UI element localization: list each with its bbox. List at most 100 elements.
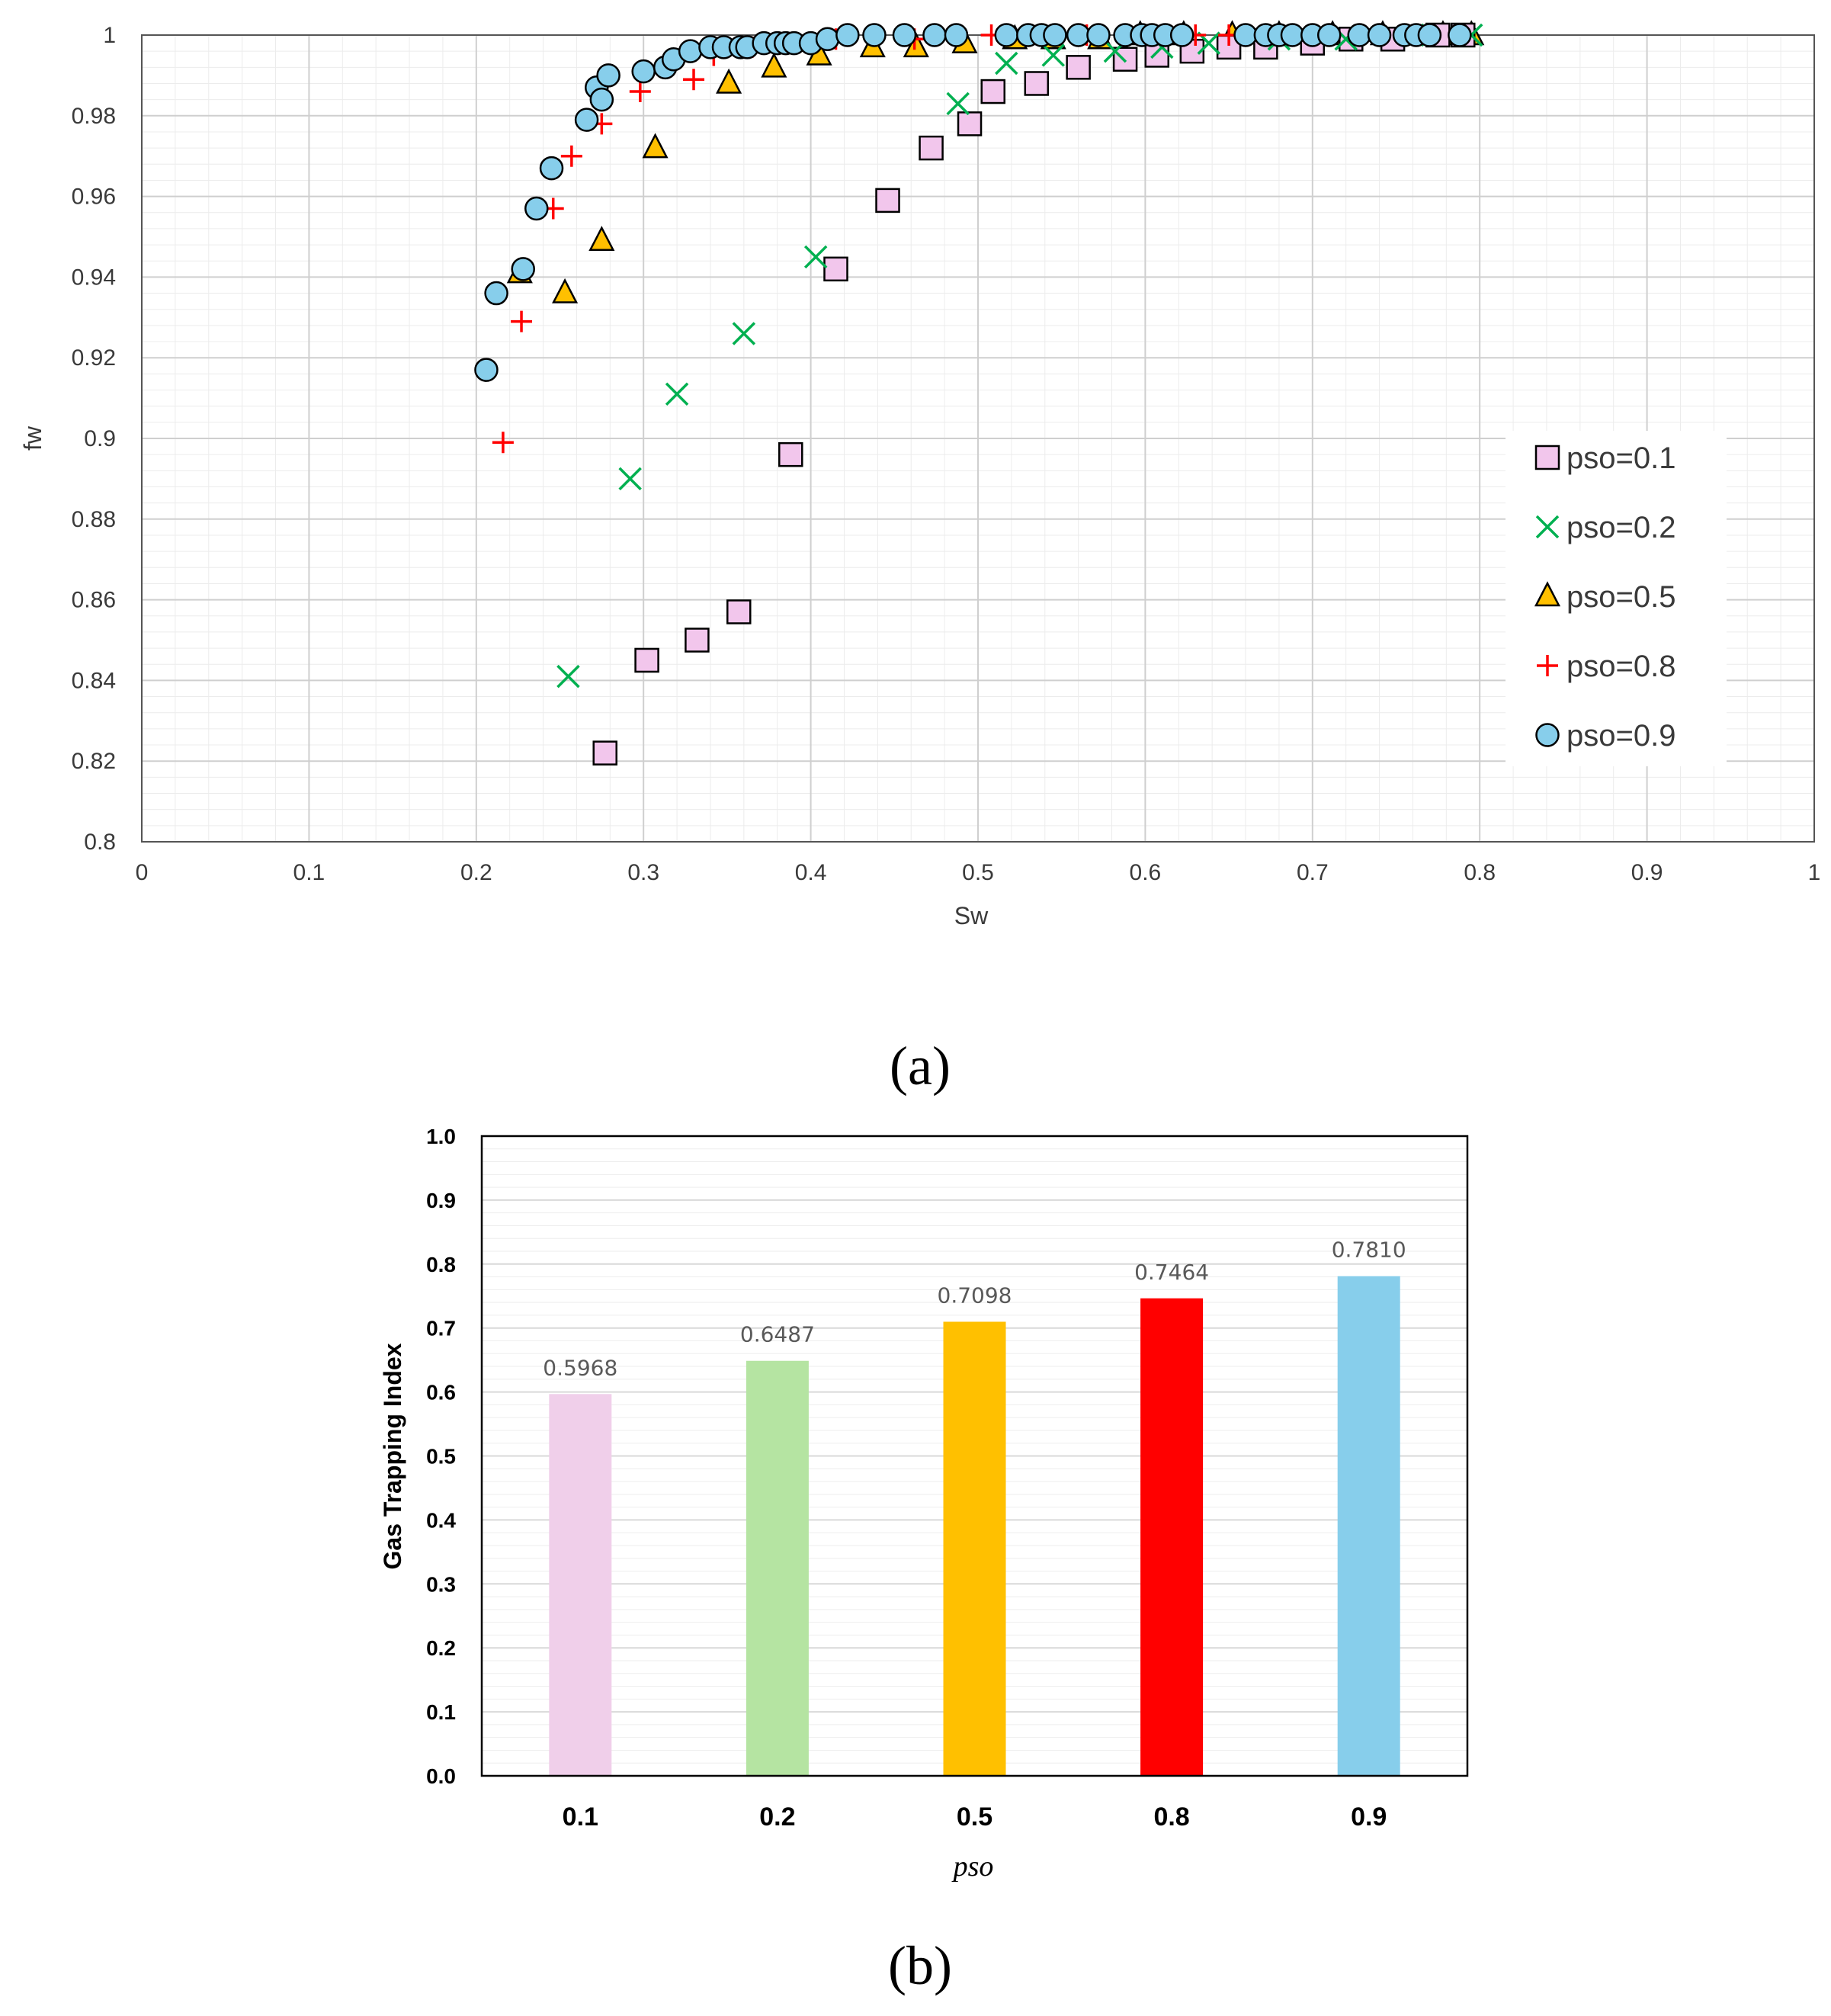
- scatter-point: [803, 245, 828, 269]
- scatter-y-tick-label: 0.96: [72, 185, 116, 210]
- scatter-x-tick-label: 0.1: [293, 860, 325, 885]
- scatter-x-axis-title: Sw: [954, 902, 989, 929]
- scatter-point: [1066, 55, 1091, 80]
- scatter-point: [919, 135, 944, 161]
- scatter-chart-panel: 0.80.820.840.860.880.90.920.940.960.981 …: [19, 20, 1821, 1096]
- scatter-plot-frame: [141, 34, 1815, 843]
- bar: [746, 1360, 809, 1776]
- scatter-point: [665, 382, 689, 406]
- scatter-series-x: [556, 23, 1483, 689]
- scatter-y-axis-title: fw: [19, 425, 46, 451]
- scatter-point: [574, 108, 599, 132]
- bar-y-tick-labels: 0.0 0.1 0.2 0.3 0.4 0.5 0.6 0.7 0.8 0.9 1.0: [426, 1125, 456, 1788]
- scatter-point: [716, 68, 742, 94]
- scatter-point: [980, 79, 1005, 104]
- scatter-series-square: [592, 22, 1476, 766]
- scatter-point: [778, 441, 803, 467]
- scatter-point: [1169, 23, 1194, 47]
- scatter-y-tick-label: 0.86: [72, 588, 116, 613]
- scatter-point: [539, 156, 564, 181]
- scatter-point: [892, 23, 917, 47]
- scatter-point: [862, 23, 887, 47]
- legend-marker: [1535, 723, 1560, 747]
- bar-category-label: 0.8: [1153, 1803, 1189, 1831]
- scatter-point: [995, 51, 1018, 75]
- scatter-y-tick-label: 0.94: [72, 265, 116, 290]
- scatter-point: [642, 133, 669, 159]
- scatter-x-tick-label: 0.9: [1631, 860, 1663, 885]
- bar-category-label: 0.1: [563, 1803, 598, 1831]
- scatter-point: [944, 23, 969, 47]
- legend-label: pso=0.9: [1566, 719, 1675, 753]
- bar-category-label: 0.5: [957, 1803, 992, 1831]
- scatter-point: [732, 322, 756, 345]
- scatter-point: [1417, 23, 1442, 47]
- scatter-series-circle: [474, 23, 1472, 382]
- scatter-point: [511, 257, 535, 281]
- scatter-point: [761, 52, 787, 78]
- scatter-point: [1066, 23, 1091, 47]
- scatter-point: [678, 39, 703, 63]
- panel-label-b: (b): [888, 1935, 952, 1996]
- scatter-point: [552, 278, 579, 303]
- scatter-y-tick-label: 0.92: [72, 345, 116, 371]
- panel-label-a: (a): [890, 1035, 951, 1096]
- scatter-y-tick-label: 0.8: [84, 830, 116, 855]
- scatter-point: [1347, 23, 1371, 47]
- scatter-point: [492, 432, 514, 454]
- scatter-point: [835, 23, 860, 47]
- scatter-point: [1233, 23, 1258, 47]
- scatter-point: [474, 358, 499, 382]
- legend-marker: [1537, 655, 1558, 676]
- bar-x-axis-title: pso: [951, 1851, 994, 1883]
- scatter-point: [1112, 47, 1138, 72]
- scatter-point: [1041, 43, 1065, 67]
- scatter-x-tick-label: 0.6: [1130, 860, 1162, 885]
- bar-y-tick-label: 0.8: [426, 1253, 456, 1276]
- scatter-legend: pso=0.1 pso=0.2 pso=0.5 pso=0.8 pso=0.9: [1506, 431, 1727, 766]
- bar-value-labels: 0.5968 0.6487 0.7098 0.7464 0.7810: [543, 1238, 1406, 1381]
- legend-label: pso=0.8: [1566, 650, 1675, 683]
- bar-y-tick-label: 0.2: [426, 1636, 456, 1660]
- scatter-point: [631, 59, 656, 84]
- scatter-point: [589, 87, 614, 112]
- bar-y-tick-label: 0.7: [426, 1317, 456, 1340]
- scatter-point: [484, 281, 508, 306]
- scatter-y-tick-label: 0.82: [72, 749, 116, 774]
- bar: [1140, 1298, 1204, 1776]
- bar: [943, 1321, 1006, 1776]
- scatter-x-tick-labels: 0 0.1 0.2 0.3 0.4 0.5 0.6 0.7 0.8 0.9 1: [136, 860, 1821, 885]
- bar-plot-frame: [480, 1135, 1469, 1777]
- scatter-point: [1448, 23, 1472, 47]
- bar: [1337, 1276, 1400, 1776]
- scatter-y-tick-labels: 0.8 0.82 0.84 0.86 0.88 0.9 0.92 0.94 0.96 0.98 1: [72, 23, 116, 855]
- scatter-y-tick-label: 1: [103, 23, 116, 48]
- bar-series: [549, 1276, 1400, 1776]
- bar-y-tick-label: 1.0: [426, 1125, 456, 1148]
- bar-value-label: 0.7810: [1332, 1238, 1406, 1263]
- scatter-y-tick-label: 0.98: [72, 104, 116, 129]
- scatter-points: [474, 20, 1485, 766]
- bar-y-tick-label: 0.1: [426, 1700, 456, 1724]
- scatter-x-tick-label: 0.5: [962, 860, 994, 885]
- scatter-point: [596, 63, 620, 88]
- bar-value-label: 0.7464: [1134, 1260, 1209, 1285]
- scatter-point: [994, 23, 1019, 47]
- bar-value-label: 0.5968: [543, 1355, 617, 1380]
- scatter-point: [634, 647, 659, 673]
- scatter-y-tick-label: 0.88: [72, 507, 116, 532]
- scatter-point: [1280, 23, 1305, 47]
- scatter-point: [629, 81, 651, 103]
- scatter-x-tick-label: 0.3: [627, 860, 659, 885]
- scatter-point: [560, 145, 582, 167]
- bar-category-labels: 0.1 0.2 0.5 0.8 0.9: [563, 1803, 1387, 1831]
- scatter-x-tick-label: 0.8: [1464, 860, 1496, 885]
- scatter-point: [556, 664, 580, 689]
- scatter-point: [1316, 23, 1342, 47]
- scatter-point: [588, 226, 615, 252]
- legend-marker: [1534, 445, 1560, 470]
- scatter-point: [1043, 23, 1067, 47]
- bar-category-label: 0.9: [1351, 1803, 1387, 1831]
- bar-y-tick-label: 0.3: [426, 1572, 456, 1596]
